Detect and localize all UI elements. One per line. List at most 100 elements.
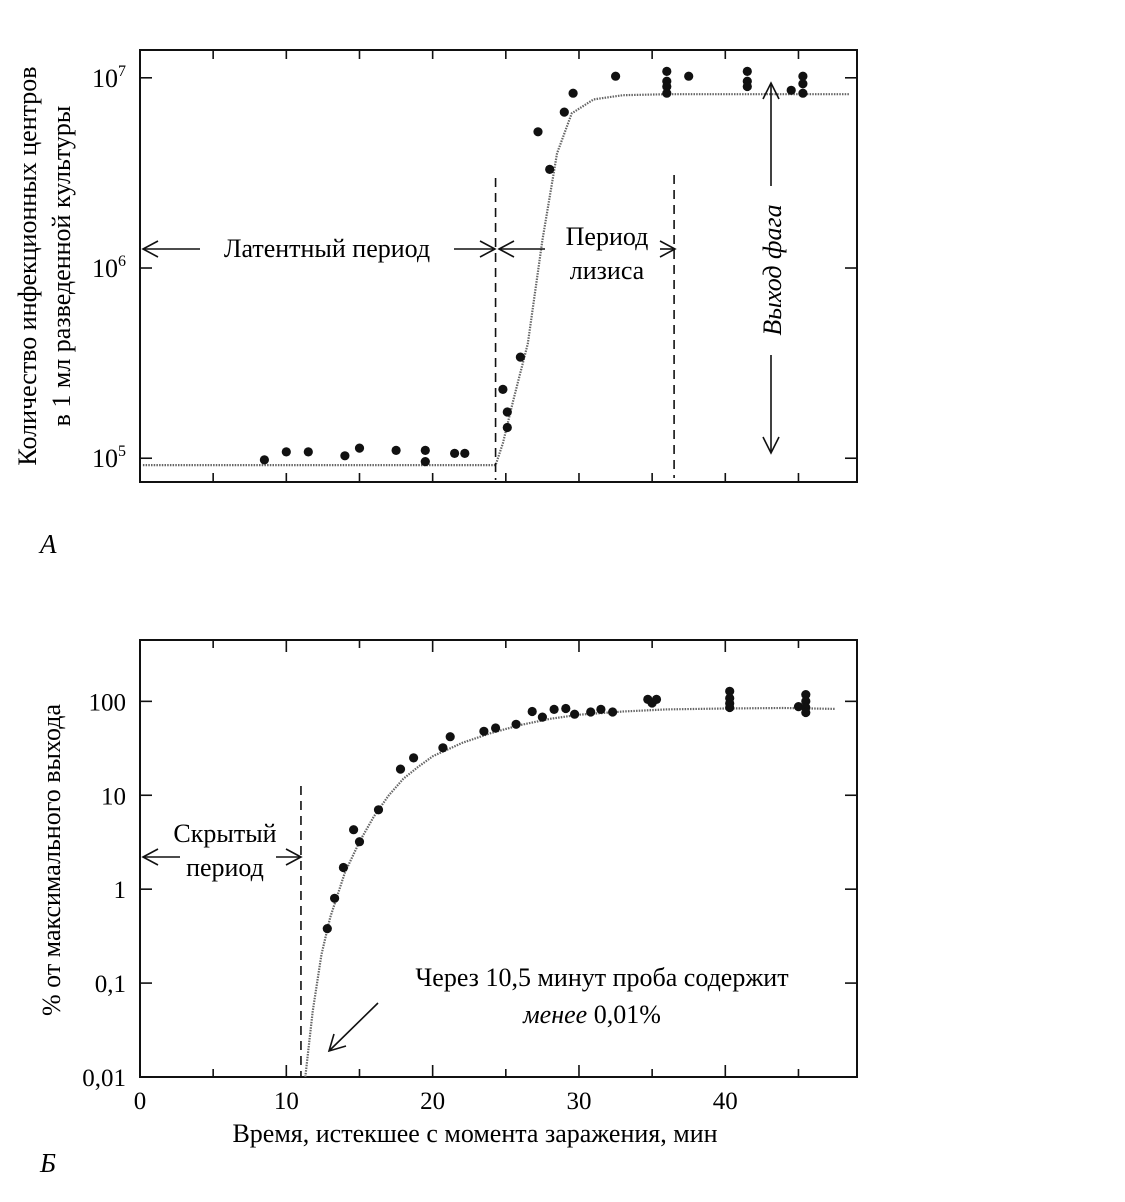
panel-b-point [338, 862, 348, 873]
x-tick-label: 0 [134, 1088, 147, 1115]
panel-a-point [545, 164, 555, 174]
latent-period-label: Латентный период [224, 234, 430, 263]
panel-a-point [502, 422, 512, 433]
panel-b-point [608, 707, 618, 717]
panel-a-point [259, 455, 269, 465]
y-tick-label: 10 [101, 783, 126, 810]
panel-a-point [742, 66, 752, 76]
lysis-period-label-2: лизиса [570, 256, 645, 285]
panel-b-point [511, 719, 521, 729]
panel-b-frame [139, 639, 858, 1078]
phage-yield-arrow [762, 81, 780, 455]
x-tick-label: 30 [566, 1088, 591, 1115]
panel-a-point [420, 457, 430, 467]
panel-a-point [798, 88, 808, 98]
panel-b-point [801, 707, 811, 718]
panel-b-point [322, 924, 332, 934]
hidden-period-arrow [141, 848, 303, 866]
panel-a-point [611, 71, 621, 81]
panel-a-point [502, 407, 512, 417]
note-line-1: Через 10,5 минут проба содержит [415, 963, 788, 992]
hidden-period-label-1: Скрытый [173, 819, 276, 848]
phage-yield-label: Выход фага [758, 204, 787, 335]
panel-b-x-ticks: 0 10 20 30 40 [134, 640, 800, 1115]
panel-b-point [537, 712, 548, 722]
panel-a-point [460, 448, 470, 458]
panel-a-points [259, 66, 808, 467]
panel-b-label: Б [39, 1148, 56, 1178]
x-tick-label: 10 [274, 1088, 299, 1115]
panel-b-point [570, 709, 580, 719]
panel-a-label: А [38, 529, 57, 559]
panel-a-y-label-2: в 1 мл разведенной культуры [47, 106, 76, 427]
panel-a-point [391, 445, 401, 455]
y-tick-label: 100 [89, 689, 127, 716]
x-tick-label: 20 [420, 1088, 445, 1115]
panel-b-point [651, 694, 662, 705]
panel-a-point [340, 451, 350, 461]
panel-a-point [450, 448, 460, 458]
x-tick-label: 40 [713, 1088, 738, 1115]
panel-b-point [330, 893, 340, 903]
panel-b-point [409, 753, 419, 763]
hidden-period-label-2: период [186, 853, 264, 882]
panel-b-point [479, 726, 489, 736]
panel-b-point [445, 732, 455, 742]
y-tick-label: 0,01 [82, 1065, 126, 1092]
panel-a-point [303, 447, 313, 457]
panel-b: 0 10 20 30 40 0,01 0,1 1 10 100 Скрытый период Ч… [37, 639, 858, 1178]
panel-b-point [561, 703, 571, 714]
y-tick-label: 0,1 [95, 971, 126, 998]
y-tick-label: 1 [114, 877, 127, 904]
panel-b-point [527, 706, 537, 717]
panel-a-point [798, 79, 808, 89]
panel-b-y-ticks: 0,01 0,1 1 10 100 [82, 689, 857, 1092]
panel-a-point [515, 352, 526, 362]
panel-b-point [395, 764, 406, 774]
panel-a-point [684, 71, 694, 81]
panel-b-point [596, 704, 606, 715]
panel-a-point [498, 384, 508, 394]
panel-a-frame [139, 49, 858, 483]
panel-b-point [549, 704, 559, 715]
lysis-period-label-1: Период [566, 222, 649, 251]
panel-a-y-label-1: Количество инфекционных центров [13, 66, 42, 465]
y-tick-label: 107 [92, 63, 126, 93]
y-tick-label: 106 [92, 253, 126, 283]
panel-a-point [786, 85, 796, 95]
panel-a-point [662, 88, 672, 98]
panel-b-point [491, 723, 501, 733]
panel-b-point [354, 837, 365, 847]
panel-b-point [725, 702, 735, 713]
panel-b-point [373, 805, 384, 815]
panel-b-point [586, 707, 596, 717]
note-line-2: менее 0,01% [522, 1000, 661, 1029]
note-rest: 0,01% [587, 1000, 661, 1029]
panel-a-point [354, 443, 365, 453]
panel-a-point [559, 107, 569, 117]
panel-b-y-label: % от максимального выхода [37, 704, 66, 1016]
panel-b-fitted-curve [304, 706, 836, 1078]
panel-b-point [801, 690, 811, 700]
panel-a-point [533, 127, 543, 137]
y-tick-label: 105 [92, 443, 126, 473]
panel-b-point [349, 825, 359, 835]
panel-a-x-ticks [139, 50, 800, 482]
panel-b-points [322, 686, 811, 934]
panel-b-point [438, 743, 448, 753]
panel-a-point [742, 81, 752, 92]
panel-a-point [568, 88, 578, 98]
panel-a-point [662, 66, 672, 76]
note-italic: менее [522, 1000, 587, 1029]
panel-a: 105 106 107 Латентный период Период лизиса… [13, 49, 858, 559]
panel-a-point [420, 445, 430, 455]
panel-b-point [725, 686, 735, 696]
latent-period-arrow [141, 240, 677, 258]
panel-b-point [793, 702, 804, 712]
panel-a-point [798, 71, 808, 81]
note-arrow [327, 1002, 379, 1053]
panel-a-point [281, 447, 291, 457]
panel-a-point [662, 81, 672, 92]
panel-a-y-ticks: 105 106 107 [92, 63, 857, 473]
